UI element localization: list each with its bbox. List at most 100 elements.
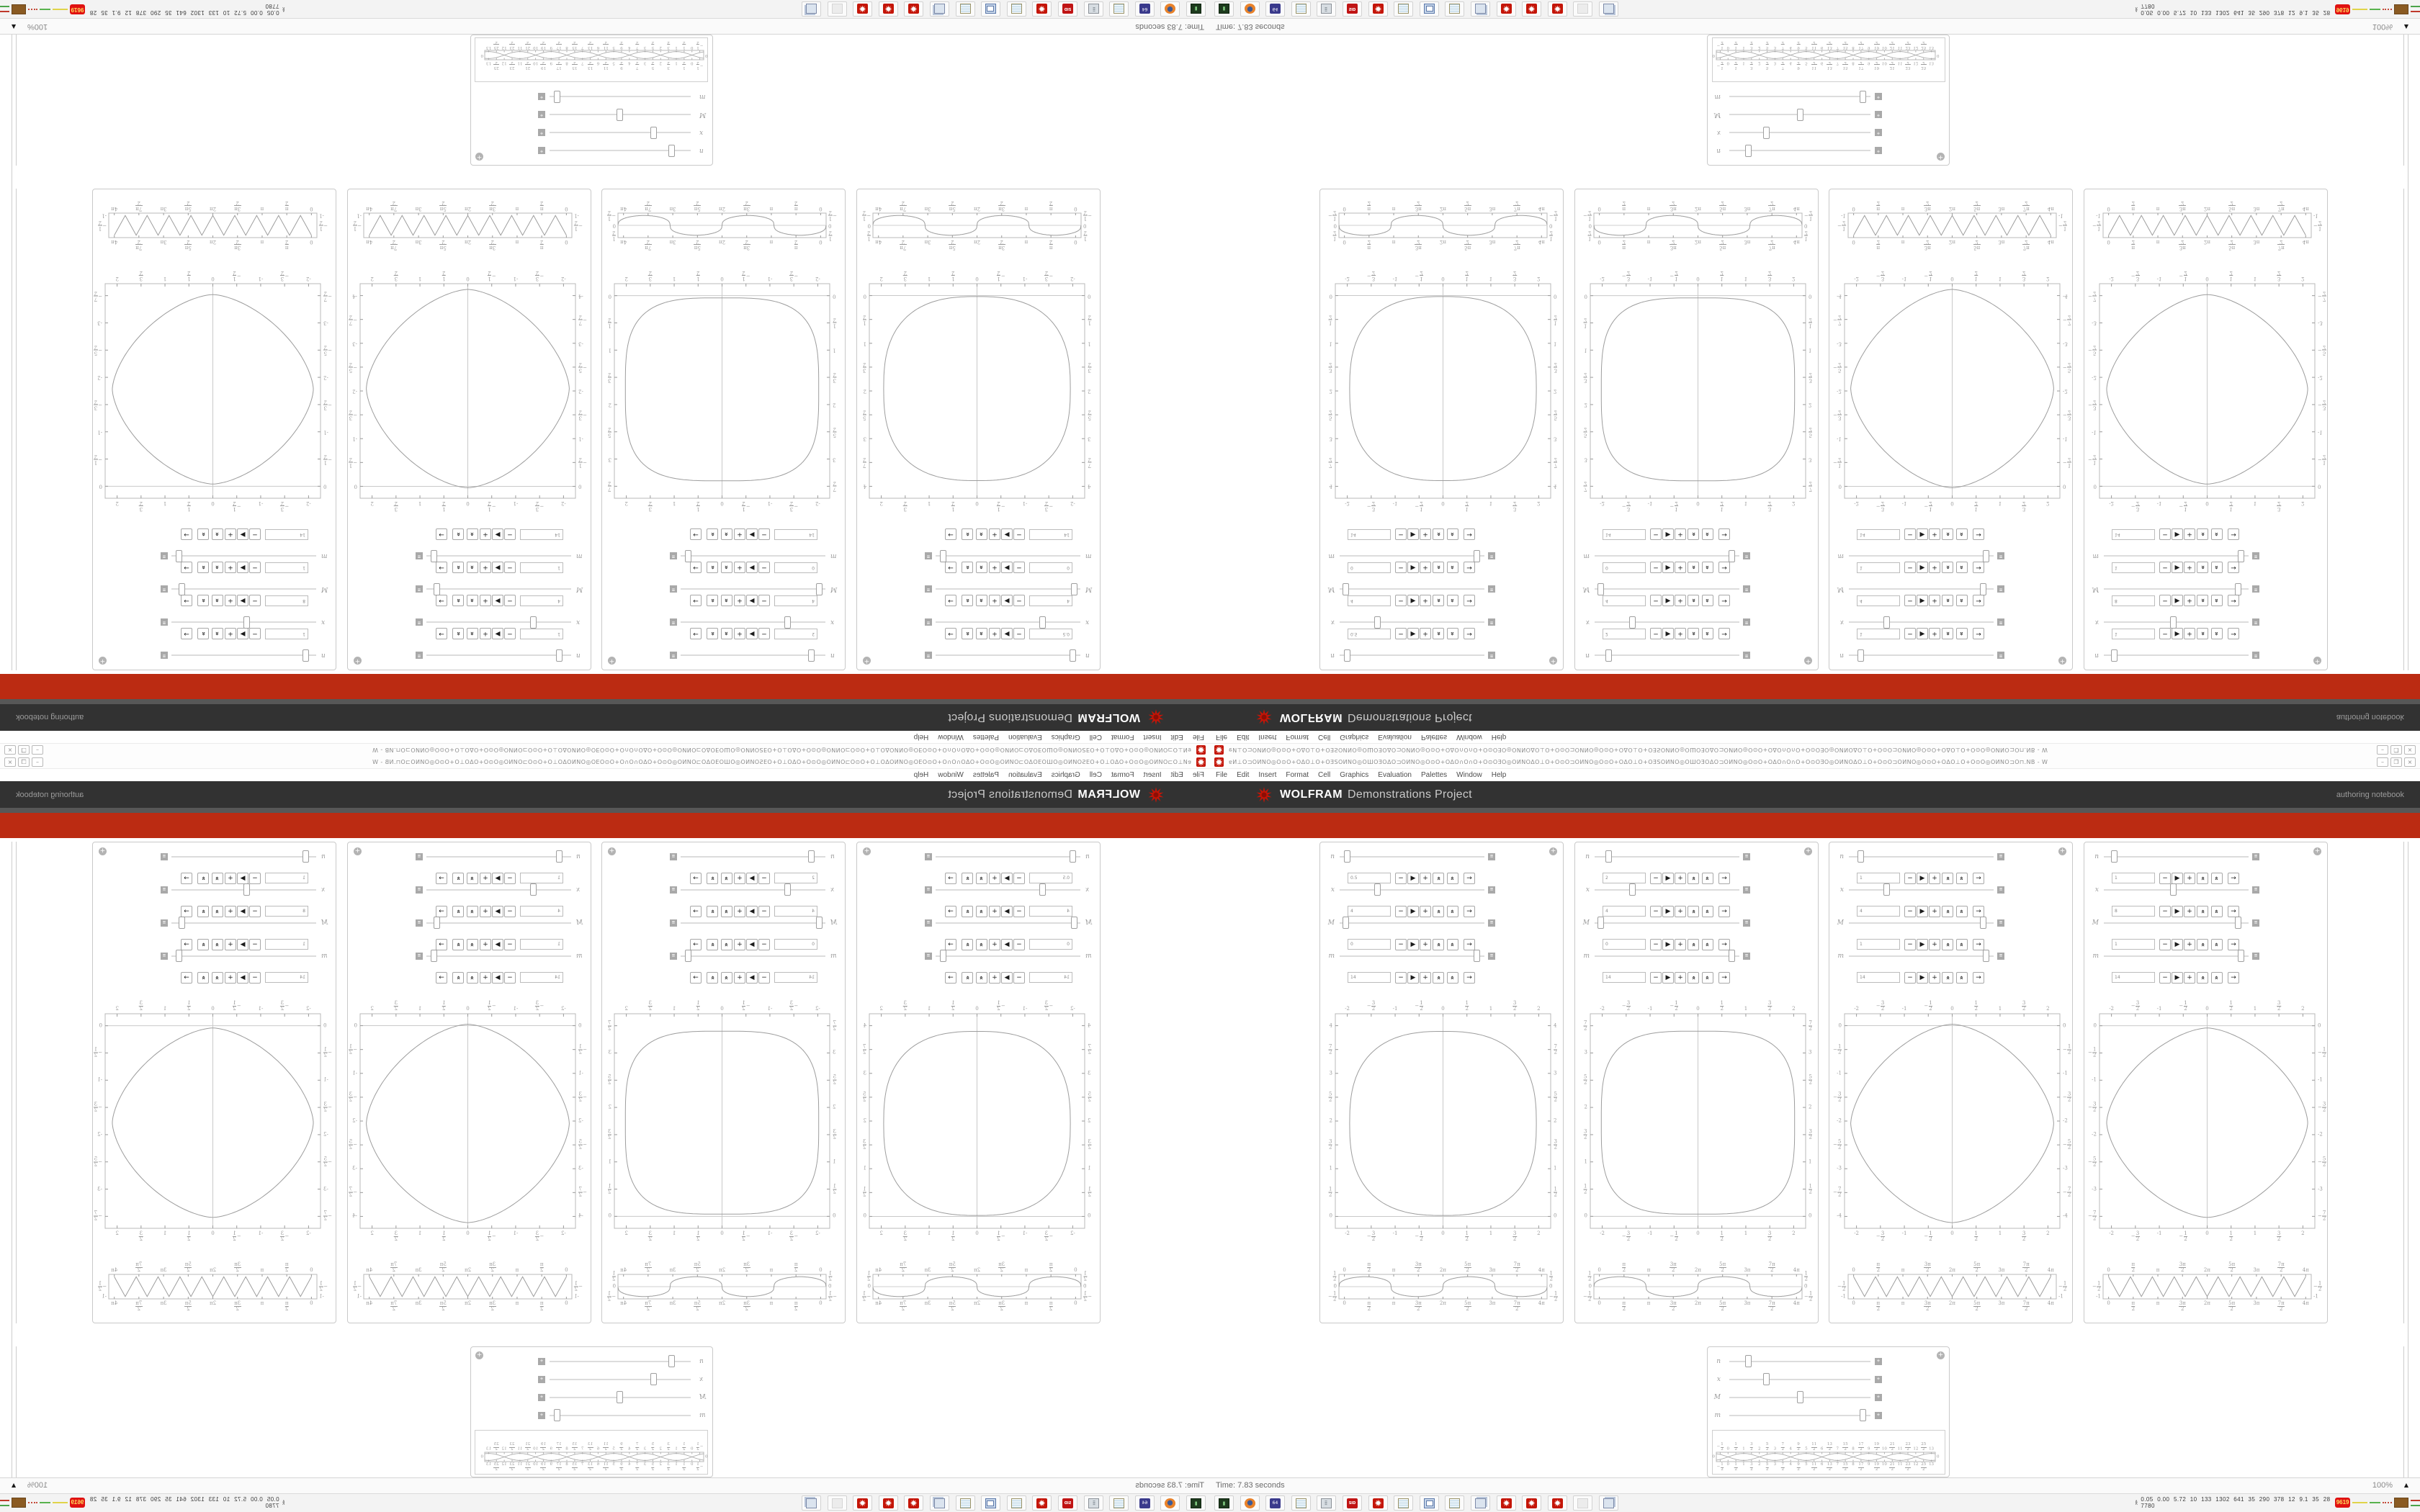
- slider-track[interactable]: [171, 856, 316, 858]
- slider-value-field[interactable]: 4: [1857, 906, 1900, 917]
- play-button[interactable]: ▶: [1917, 528, 1928, 540]
- jump-end-button[interactable]: →: [690, 628, 702, 639]
- slider-value-field[interactable]: 8: [2112, 906, 2155, 917]
- slider-track[interactable]: [681, 922, 825, 924]
- slider-track[interactable]: [1595, 588, 1739, 590]
- taskbar-button[interactable]: SID: [1343, 1, 1362, 17]
- close-button[interactable]: ×: [4, 745, 16, 755]
- taskbar-button[interactable]: [1548, 1495, 1567, 1511]
- slider-value-field[interactable]: 8: [265, 906, 308, 917]
- step-up-button[interactable]: +: [1929, 873, 1940, 884]
- jump-end-button[interactable]: →: [2228, 873, 2239, 884]
- faster-button[interactable]: «: [1942, 595, 1953, 606]
- slower-button[interactable]: »: [2211, 628, 2223, 639]
- slider-open-icon[interactable]: +: [1875, 147, 1882, 154]
- slider-track[interactable]: [1729, 1415, 1870, 1416]
- slider-value-field[interactable]: 1: [1857, 873, 1900, 883]
- slider-value-field[interactable]: 1: [265, 629, 308, 639]
- slider-track[interactable]: [681, 955, 825, 957]
- faster-button[interactable]: «: [467, 528, 478, 540]
- play-button[interactable]: ▶: [2172, 595, 2183, 606]
- slider-open-icon[interactable]: +: [538, 147, 545, 154]
- slower-button[interactable]: »: [1447, 595, 1458, 606]
- slider-menu-icon[interactable]: ≡: [2252, 919, 2259, 927]
- jump-end-button[interactable]: →: [1973, 562, 1984, 573]
- slider-menu-icon[interactable]: ≡: [670, 585, 677, 593]
- slider-value-field[interactable]: 1: [1857, 629, 1900, 639]
- jump-end-button[interactable]: →: [945, 628, 956, 639]
- cell-bracket[interactable]: [2403, 189, 2404, 670]
- slider-track[interactable]: [1849, 856, 1994, 858]
- step-down-button[interactable]: −: [1395, 528, 1407, 540]
- play-button[interactable]: ▶: [237, 528, 248, 540]
- menu-help[interactable]: Help: [913, 733, 929, 741]
- minimize-button[interactable]: –: [32, 745, 43, 755]
- menu-evaluation[interactable]: Evaluation: [1378, 733, 1412, 741]
- step-up-button[interactable]: +: [2184, 528, 2195, 540]
- faster-button[interactable]: «: [467, 939, 478, 950]
- slider-menu-icon[interactable]: ≡: [1488, 919, 1495, 927]
- slower-button[interactable]: »: [197, 873, 209, 884]
- slider-value-field[interactable]: 4: [520, 595, 563, 606]
- slider-menu-icon[interactable]: ≡: [670, 886, 677, 894]
- slower-button[interactable]: »: [962, 562, 973, 573]
- slider-menu-icon[interactable]: ≡: [2252, 953, 2259, 960]
- slider-value-field[interactable]: 0: [1603, 939, 1646, 950]
- slider-value-field[interactable]: 14: [1603, 972, 1646, 983]
- slower-button[interactable]: »: [707, 939, 718, 950]
- slider-track[interactable]: [1340, 856, 1484, 858]
- faster-button[interactable]: «: [467, 628, 478, 639]
- menu-graphics[interactable]: Graphics: [1340, 771, 1369, 779]
- slower-button[interactable]: »: [2211, 939, 2223, 950]
- faster-button[interactable]: «: [1433, 628, 1444, 639]
- slider-menu-icon[interactable]: ≡: [416, 886, 423, 894]
- taskbar-button[interactable]: [828, 1495, 847, 1511]
- taskbar-button[interactable]: [1240, 1, 1260, 17]
- faster-button[interactable]: «: [1942, 972, 1953, 984]
- slider-track[interactable]: [426, 856, 571, 858]
- play-button[interactable]: ▶: [237, 906, 248, 917]
- slider-thumb[interactable]: [1629, 616, 1636, 629]
- slider-thumb[interactable]: [1070, 649, 1076, 662]
- jump-end-button[interactable]: →: [1464, 628, 1475, 639]
- play-button[interactable]: ▶: [1917, 972, 1928, 984]
- step-up-button[interactable]: +: [2184, 873, 2195, 884]
- slider-menu-icon[interactable]: ≡: [670, 652, 677, 659]
- taskbar-button[interactable]: 64: [1135, 1495, 1155, 1511]
- jump-end-button[interactable]: →: [181, 528, 192, 540]
- slider-track[interactable]: [1595, 889, 1739, 891]
- open-controls-icon[interactable]: +: [2313, 657, 2321, 665]
- menu-edit[interactable]: Edit: [1237, 733, 1250, 741]
- slower-button[interactable]: »: [707, 528, 718, 540]
- slower-button[interactable]: »: [1447, 906, 1458, 917]
- jump-end-button[interactable]: →: [2228, 939, 2239, 950]
- menu-insert[interactable]: Insert: [1143, 733, 1162, 741]
- jump-end-button[interactable]: →: [181, 972, 192, 984]
- step-down-button[interactable]: −: [504, 528, 516, 540]
- slider-track[interactable]: [2104, 856, 2249, 858]
- taskbar-button[interactable]: [930, 1495, 949, 1511]
- step-down-button[interactable]: −: [1650, 528, 1662, 540]
- faster-button[interactable]: «: [2197, 595, 2208, 606]
- menu-window[interactable]: Window: [938, 771, 964, 779]
- slider-thumb[interactable]: [243, 616, 250, 629]
- menu-insert[interactable]: Insert: [1258, 771, 1277, 779]
- slider-thumb[interactable]: [1797, 1391, 1803, 1403]
- slider-track[interactable]: [426, 889, 571, 891]
- play-button[interactable]: ▶: [1662, 972, 1674, 984]
- jump-end-button[interactable]: →: [181, 595, 192, 606]
- menu-cell[interactable]: Cell: [1318, 733, 1331, 741]
- taskbar-button[interactable]: ▮: [1186, 1495, 1206, 1511]
- slider-thumb[interactable]: [1605, 649, 1612, 662]
- step-down-button[interactable]: −: [249, 528, 261, 540]
- slider-thumb[interactable]: [808, 850, 815, 863]
- step-down-button[interactable]: −: [758, 628, 770, 639]
- step-up-button[interactable]: +: [2184, 939, 2195, 950]
- jump-end-button[interactable]: →: [1718, 972, 1730, 984]
- menu-cell[interactable]: Cell: [1318, 771, 1331, 779]
- slider-thumb[interactable]: [1039, 883, 1046, 896]
- slider-open-icon[interactable]: +: [538, 1394, 545, 1401]
- step-up-button[interactable]: +: [734, 528, 745, 540]
- taskbar-button[interactable]: SID: [1058, 1495, 1077, 1511]
- step-up-button[interactable]: +: [734, 873, 745, 884]
